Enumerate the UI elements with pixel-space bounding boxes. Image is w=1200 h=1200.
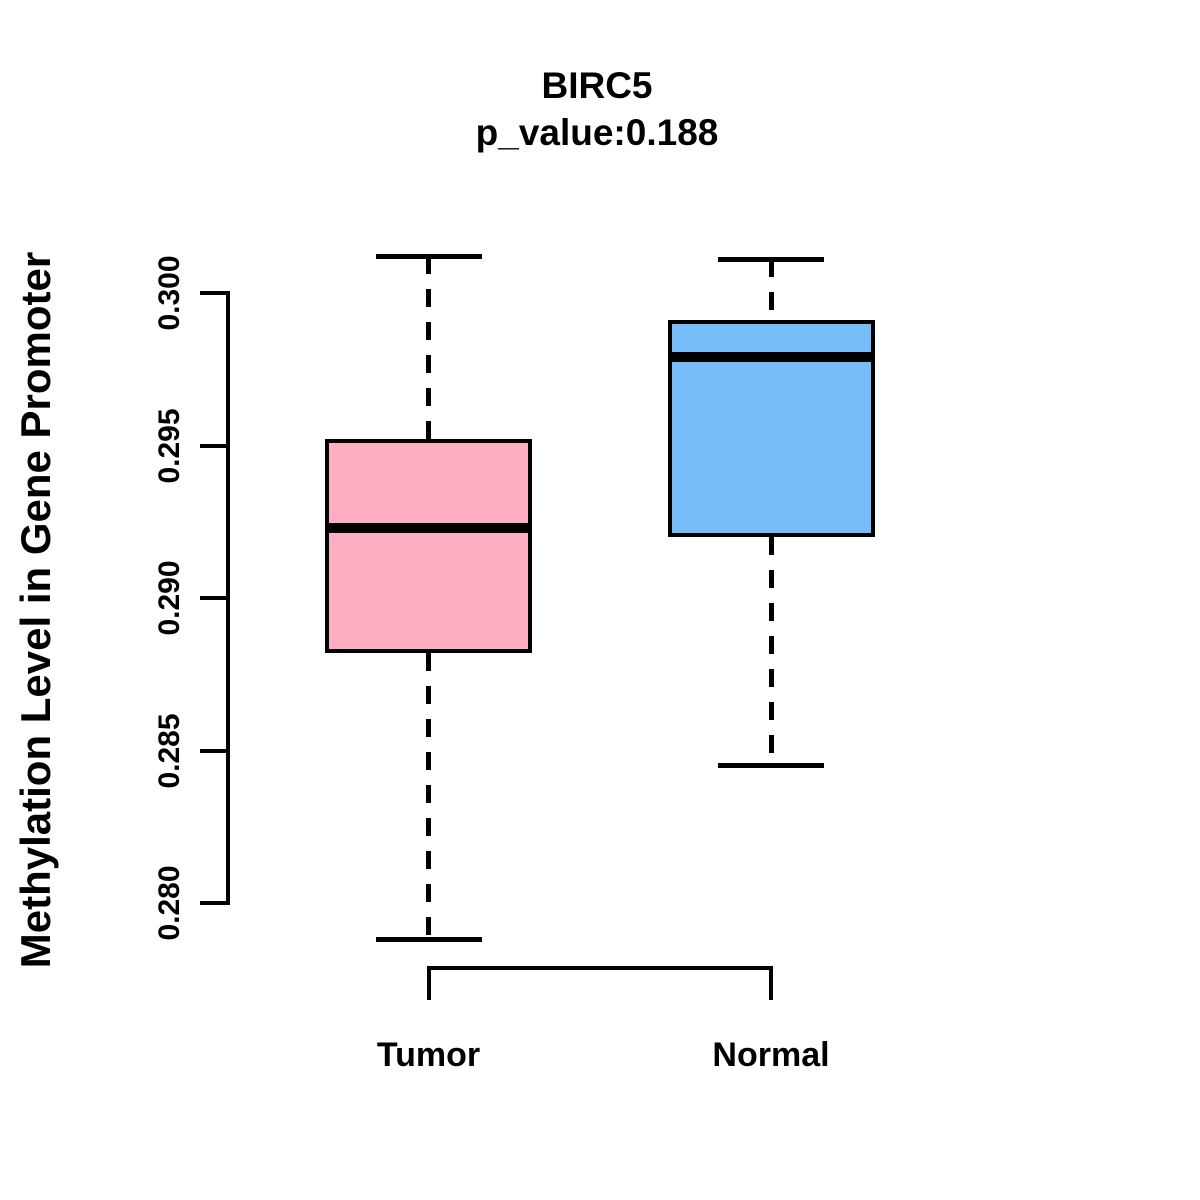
normal-lower-whisker (768, 537, 774, 766)
y-axis-tick-label: 0.300 (153, 255, 186, 331)
y-axis-tick (200, 748, 230, 753)
tumor-category-label: Tumor (376, 1036, 481, 1074)
normal-lower-whisker-cap (718, 763, 824, 769)
y-axis-tick (200, 291, 230, 295)
y-axis-tick (200, 901, 230, 905)
normal-category-label: Normal (712, 1036, 830, 1074)
comparison-bracket-right-leg (769, 966, 773, 1000)
normal-median-line (667, 352, 875, 363)
normal-upper-whisker-cap (718, 256, 824, 262)
tumor-upper-whisker (426, 256, 431, 440)
y-axis-tick (200, 596, 230, 600)
comparison-bracket-left-leg (426, 966, 431, 1000)
y-axis-tick-label: 0.295 (153, 407, 186, 484)
tumor-box (325, 439, 532, 653)
y-axis-tick-label: 0.285 (153, 712, 186, 789)
tumor-lower-whisker-cap (375, 937, 482, 943)
comparison-bracket-top (426, 966, 773, 970)
tumor-lower-whisker (426, 652, 431, 940)
chart-title-block: BIRC5 p_value:0.188 (230, 62, 964, 156)
tumor-median-line (325, 522, 532, 533)
y-axis-tick-label: 0.290 (153, 560, 186, 636)
y-axis-tick-label: 0.280 (153, 865, 186, 941)
tumor-upper-whisker-cap (375, 253, 482, 259)
y-axis-tick (200, 443, 230, 448)
chart-title: BIRC5 (541, 65, 653, 106)
chart-subtitle: p_value:0.188 (475, 112, 719, 153)
normal-upper-whisker (768, 259, 774, 321)
